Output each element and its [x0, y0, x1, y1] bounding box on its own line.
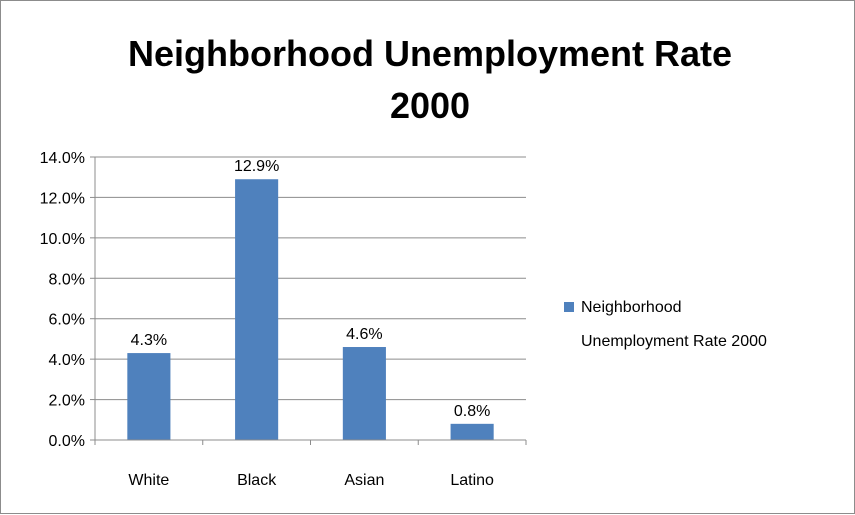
y-tick-label: 14.0% — [40, 150, 85, 167]
bar-data-label: 4.6% — [346, 326, 382, 343]
chart-title-line-1: Neighborhood Unemployment Rate — [128, 33, 732, 74]
data-labels: 4.3% 12.9% 4.6% 0.8% — [131, 158, 491, 420]
legend-label-line-1: Neighborhood — [581, 299, 682, 316]
legend-swatch — [564, 302, 574, 312]
legend-label-line-2: Unemployment Rate 2000 — [581, 333, 767, 350]
y-tick-label: 4.0% — [49, 352, 85, 369]
y-tick-label: 12.0% — [40, 190, 85, 207]
x-axis-tick-labels: White Black Asian Latino — [128, 472, 494, 489]
bar — [235, 179, 279, 440]
bar-data-label: 0.8% — [454, 403, 490, 420]
x-tick-label: White — [128, 472, 169, 489]
y-tick-label: 10.0% — [40, 231, 85, 248]
bars — [127, 179, 494, 440]
legend: Neighborhood Unemployment Rate 2000 — [564, 299, 767, 350]
y-tick-label: 2.0% — [49, 393, 85, 410]
bar-data-label: 12.9% — [234, 158, 279, 175]
bar — [342, 347, 386, 440]
chart-title-line-2: 2000 — [390, 85, 470, 126]
x-tick-label: Asian — [344, 472, 384, 489]
bar-data-label: 4.3% — [131, 332, 167, 349]
y-tick-label: 6.0% — [49, 312, 85, 329]
y-axis-tick-labels: 0.0% 2.0% 4.0% 6.0% 8.0% 10.0% 12.0% 14.0% — [40, 150, 85, 450]
x-tick-label: Latino — [450, 472, 494, 489]
axes — [90, 156, 527, 445]
bar — [127, 353, 171, 440]
bar — [450, 423, 494, 440]
y-tick-label: 0.0% — [49, 433, 85, 450]
x-tick-label: Black — [237, 472, 277, 489]
y-tick-label: 8.0% — [49, 271, 85, 288]
